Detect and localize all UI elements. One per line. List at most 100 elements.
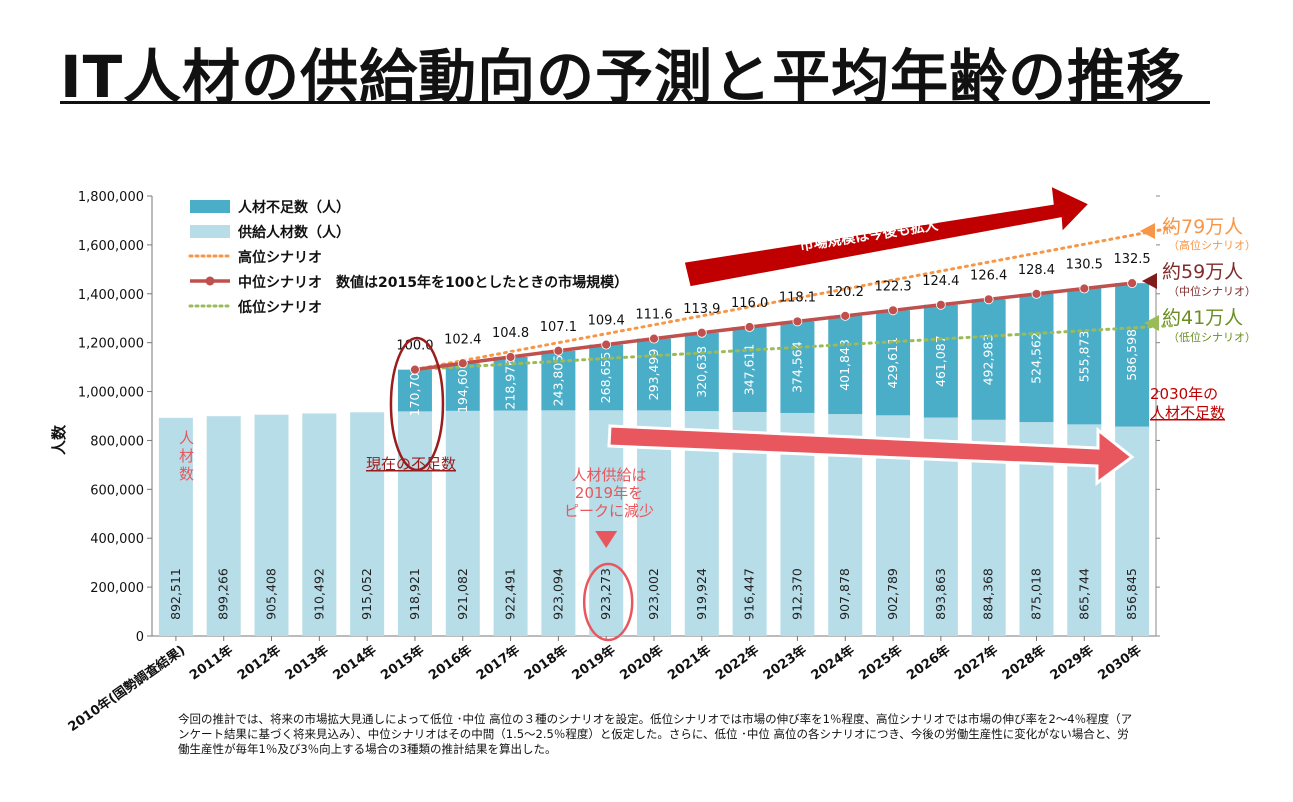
supply-value-label: 923,002 xyxy=(646,568,661,620)
market-index-label: 128.4 xyxy=(1018,263,1055,278)
shortage-value-label: 524,562 xyxy=(1028,332,1043,384)
shortage-bar xyxy=(397,369,432,412)
supply-value-label: 907,878 xyxy=(837,568,852,620)
supply-bar xyxy=(445,410,480,636)
market-index-label: 122.3 xyxy=(874,279,911,294)
high-pointer xyxy=(1140,223,1155,239)
supply-value-label: 922,491 xyxy=(503,568,518,620)
mid-scenario-marker xyxy=(601,339,612,350)
market-index-label: 124.4 xyxy=(922,274,959,289)
supply-value-label: 902,789 xyxy=(885,568,900,620)
x-tick-label: 2029年 xyxy=(1047,642,1096,683)
peak-label: 2019年を xyxy=(575,484,643,502)
page-title: IT人材の供給動向の予測と平均年齢の推移 xyxy=(60,43,1186,111)
y-tick-label: 200,000 xyxy=(90,581,144,596)
low-scenario-value: 約41万人 xyxy=(1162,307,1243,329)
supply-value-label: 905,408 xyxy=(264,568,279,620)
mid-scenario-line xyxy=(414,281,1133,372)
legend-swatch-supply xyxy=(190,225,230,238)
mid-scenario-marker xyxy=(792,316,803,327)
y-tick-label: 600,000 xyxy=(90,483,144,498)
market-index-label: 130.5 xyxy=(1066,257,1103,272)
legend-label: 低位シナリオ xyxy=(237,299,322,316)
market-index-label: 132.5 xyxy=(1113,252,1150,267)
supply-value-label: 923,273 xyxy=(598,568,613,620)
supply-value-label: 919,924 xyxy=(694,568,709,620)
market-index-label: 102.4 xyxy=(444,332,481,347)
x-tick-label: 2012年 xyxy=(234,642,283,683)
market-index-label: 100.0 xyxy=(396,339,433,354)
supply-bar xyxy=(350,412,385,636)
market-index-label: 109.4 xyxy=(588,314,625,329)
footnote: 今回の推計では、将来の市場拡大見通しによって低位 ･中位 高位の３種のシナリオを… xyxy=(178,712,1133,756)
mid-scenario-caption: （中位シナリオ） xyxy=(1168,284,1256,298)
x-tick-label: 2022年 xyxy=(712,642,761,683)
legend-label: 供給人材数（人） xyxy=(237,224,350,241)
current-shortage-label: 現在の不足数 xyxy=(366,455,456,473)
legend-swatch-shortage xyxy=(190,200,230,213)
x-tick-label: 2030年 xyxy=(1095,642,1144,683)
y-tick-label: 1,400,000 xyxy=(78,288,144,303)
supply-value-label: 921,082 xyxy=(455,568,470,620)
current-shortage-ellipse xyxy=(389,336,445,472)
shortage-value-label: 401,843 xyxy=(837,339,852,391)
x-tick-label: 2015年 xyxy=(378,642,427,683)
x-tick-label: 2024年 xyxy=(808,642,857,683)
supply-value-label: 899,266 xyxy=(216,568,231,620)
shortage-bar xyxy=(445,363,480,411)
x-tick-label: 2011年 xyxy=(187,642,236,683)
market-index-label: 116.0 xyxy=(731,296,768,311)
shortage-value-label: 218,976 xyxy=(503,358,518,410)
supply-bar xyxy=(158,417,193,636)
mid-scenario-marker xyxy=(410,364,420,375)
supply-bar xyxy=(493,410,528,636)
y-tick-label: 800,000 xyxy=(90,434,144,449)
supply-value-label: 856,845 xyxy=(1124,568,1139,620)
x-tick-label: 2019年 xyxy=(569,642,618,683)
x-tick-label: 2021年 xyxy=(665,642,714,683)
legend-label: 人材不足数（人） xyxy=(238,199,350,216)
y-tick-label: 1,600,000 xyxy=(78,239,144,254)
mid-scenario-marker xyxy=(1079,283,1090,294)
shortage-bar xyxy=(637,338,671,411)
mid-scenario-marker xyxy=(1127,278,1137,289)
supply-bar xyxy=(302,413,337,636)
supply-value-label: 916,447 xyxy=(742,568,757,620)
market-index-label: 126.4 xyxy=(970,268,1007,283)
shortage-value-label: 170,700 xyxy=(407,365,422,417)
market-index-label: 111.6 xyxy=(635,308,672,323)
shortage-value-label: 347,611 xyxy=(742,344,757,396)
supply-value-label: 923,094 xyxy=(550,568,565,620)
market-index-label: 118.1 xyxy=(779,290,816,305)
x-tick-label: 2023年 xyxy=(760,642,809,683)
mid-scenario-marker xyxy=(1031,288,1042,299)
y-tick-label: 0 xyxy=(136,630,144,645)
market-index-label: 107.1 xyxy=(540,320,577,335)
shortage-value-label: 194,608 xyxy=(455,361,470,413)
high-scenario-value: 約79万人 xyxy=(1162,216,1243,238)
mid-scenario-marker xyxy=(840,310,851,321)
legend-label: 中位シナリオ 数値は2015年を100としたときの市場規模） xyxy=(238,274,628,291)
peak-arrow xyxy=(595,531,618,548)
shortage-arrow xyxy=(607,424,1135,486)
supply-value-label: 893,863 xyxy=(933,568,948,620)
shortage-value-label: 429,611 xyxy=(885,337,900,389)
supply-vertical-label: 数 xyxy=(179,465,194,483)
supply-value-label: 915,052 xyxy=(359,568,374,620)
shortage-bar xyxy=(971,299,1006,420)
x-tick-label: 2026年 xyxy=(904,642,953,683)
x-tick-label: 2018年 xyxy=(521,642,570,683)
shortage-bar xyxy=(589,344,624,411)
shortage-2030-label: 人材不足数 xyxy=(1150,404,1225,422)
supply-bar xyxy=(397,411,432,636)
growth-arrow xyxy=(683,184,1091,288)
x-tick-label: 2027年 xyxy=(951,642,1000,683)
y-axis-label: 人数 xyxy=(50,424,68,455)
supply-value-label: 918,921 xyxy=(407,568,422,620)
supply-bar xyxy=(589,410,624,636)
mid-scenario-marker xyxy=(983,294,994,305)
mid-scenario-marker xyxy=(457,358,468,369)
x-tick-label: 2010年(国勢調査結果) xyxy=(65,642,188,735)
x-tick-label: 2013年 xyxy=(282,642,331,683)
